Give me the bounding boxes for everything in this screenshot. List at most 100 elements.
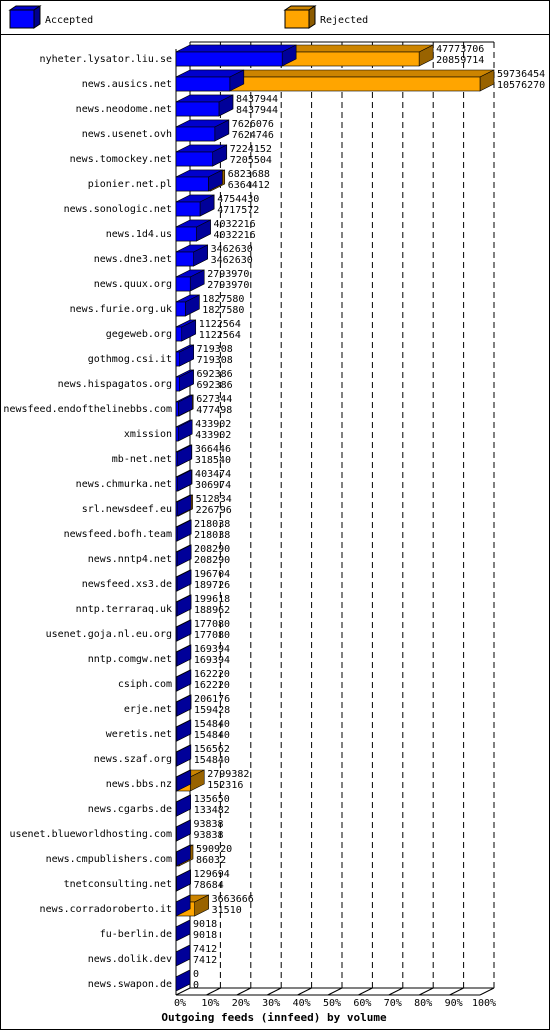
value-label: 206176 (194, 694, 230, 705)
bar (175, 251, 194, 267)
y-tick-label: usenet.blueworldhosting.com (9, 829, 172, 840)
value-label: 9018 (193, 919, 217, 930)
value-label: 692386 (197, 380, 233, 391)
value-label: 3663666 (212, 894, 254, 905)
y-tick-label: srl.newsdeef.eu (82, 504, 172, 515)
tick-mark (479, 987, 495, 996)
value-label: 196704 (194, 569, 230, 580)
value-label: 3462630 (211, 255, 253, 266)
value-label: 692386 (197, 369, 233, 380)
tick-mark (418, 987, 434, 996)
tick-mark (388, 987, 404, 996)
tick-mark (297, 987, 312, 996)
bar (175, 651, 178, 667)
value-label: 31510 (212, 905, 242, 916)
bar (175, 676, 178, 692)
value-label: 4032216 (214, 219, 256, 230)
y-tick-label: pionier.net.pl (88, 179, 172, 190)
bar (175, 751, 178, 767)
y-tick-label: nntp.comgw.net (88, 654, 172, 665)
bar (175, 726, 178, 742)
y-tick-label: news.szaf.org (94, 754, 172, 765)
value-label: 7624746 (232, 130, 274, 141)
y-tick-label: news.chmurka.net (76, 479, 172, 490)
y-tick-label: tnetconsulting.net (64, 879, 172, 890)
y-tick-label: weretis.net (106, 729, 172, 740)
value-label: 86032 (196, 855, 226, 866)
value-label: 4717572 (217, 205, 259, 216)
legend-label: Accepted (45, 15, 93, 26)
tick-mark (266, 987, 282, 996)
x-tick-label: 50% (323, 998, 341, 1009)
x-tick-label: 80% (414, 998, 432, 1009)
bar (175, 151, 213, 167)
bar (175, 101, 220, 117)
y-tick-label: usenet.goja.nl.eu.org (46, 629, 172, 640)
value-label: 6823688 (228, 169, 270, 180)
y-tick-label: mb-net.net (112, 454, 172, 465)
value-label: 177080 (194, 619, 230, 630)
value-label: 318540 (195, 455, 231, 466)
bar (175, 376, 180, 392)
value-label: 3462630 (211, 244, 253, 255)
bar (175, 801, 177, 817)
value-label: 1827580 (202, 294, 244, 305)
value-label: 7224152 (230, 144, 272, 155)
tick-mark (236, 987, 252, 996)
bar (175, 776, 178, 792)
y-tick-label: news.sonologic.net (64, 204, 172, 215)
value-label: 189726 (194, 580, 230, 591)
x-tick-label: 90% (445, 998, 463, 1009)
y-tick-label: erje.net (124, 704, 172, 715)
bar (175, 51, 283, 67)
value-label: 78684 (194, 880, 224, 891)
bar (175, 176, 209, 192)
y-tick-label: news.usenet.ovh (82, 129, 172, 140)
y-tick-label: news.nntp4.net (88, 554, 172, 565)
y-tick-label: news.quux.org (94, 279, 172, 290)
y-tick-label: news.ausics.net (82, 79, 172, 90)
bar-side (175, 969, 191, 992)
y-tick-label: news.cgarbs.de (88, 804, 172, 815)
value-label: 2799382 (207, 769, 249, 780)
y-tick-label: gothmog.csi.it (88, 354, 172, 365)
x-tick-label: 70% (384, 998, 402, 1009)
bar (175, 76, 231, 92)
plot-frame (0, 34, 550, 1030)
y-tick-label: newsfeed.xs3.de (82, 579, 172, 590)
bar (175, 451, 178, 467)
tick-mark (358, 987, 373, 996)
value-label: 8437944 (236, 94, 278, 105)
value-label: 152316 (207, 780, 243, 791)
value-label: 719308 (197, 344, 233, 355)
value-label: 188962 (194, 605, 230, 616)
value-label: 93838 (193, 819, 223, 830)
x-tick-label: 20% (232, 998, 250, 1009)
value-label: 169394 (194, 655, 230, 666)
bar (175, 551, 178, 567)
value-label: 4032216 (214, 230, 256, 241)
bar (175, 601, 178, 617)
value-label: 199618 (194, 594, 230, 605)
tick-mark (206, 987, 221, 996)
bar (175, 351, 180, 367)
bar (175, 201, 201, 217)
y-tick-label: newsfeed.endofthelinebbs.com (3, 404, 172, 415)
y-tick-label: csiph.com (118, 679, 172, 690)
value-label: 7412 (193, 955, 217, 966)
y-tick-label: news.dolik.dev (88, 954, 172, 965)
y-tick-label: nntp.terraraq.uk (76, 604, 172, 615)
bar (175, 501, 178, 517)
value-label: 433902 (195, 419, 231, 430)
value-label: 403474 (195, 469, 231, 480)
value-label: 7626076 (232, 119, 274, 130)
x-tick-label: 100% (472, 998, 496, 1009)
y-tick-label: newsfeed.bofh.team (64, 529, 172, 540)
legend-box (0, 0, 550, 35)
x-tick-label: 0% (174, 998, 186, 1009)
value-label: 159428 (194, 705, 230, 716)
y-tick-label: fu-berlin.de (100, 929, 172, 940)
y-tick-label: xmission (124, 429, 172, 440)
value-label: 59736454 (497, 69, 545, 80)
